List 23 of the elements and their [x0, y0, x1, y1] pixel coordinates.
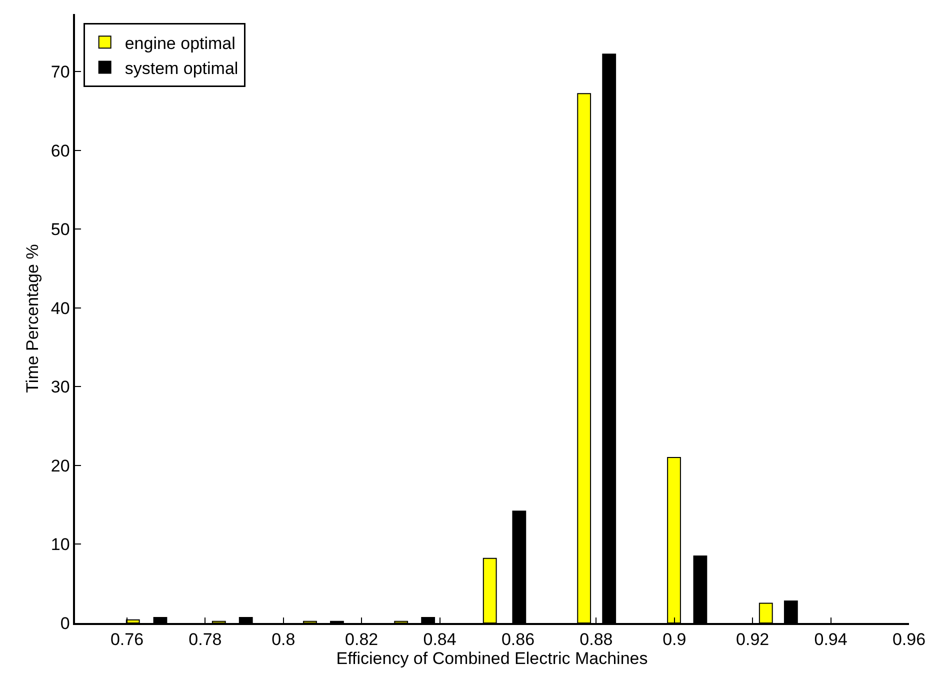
y-axis-title: Time Percentage %	[22, 244, 42, 393]
y-tick-label: 40	[50, 298, 70, 318]
y-tick-label: 60	[50, 141, 70, 160]
x-tick-label: 0.84	[423, 630, 456, 650]
x-axis-title: Efficiency of Combined Electric Machines	[336, 649, 648, 668]
x-tick-label: 0.9	[662, 630, 686, 650]
y-tick-label: 10	[50, 535, 70, 554]
y-tick-label: 70	[50, 62, 70, 82]
legend-label: system optimal	[124, 58, 238, 78]
y-tick-label: 50	[50, 220, 70, 240]
x-tick-label: 0.94	[814, 630, 848, 650]
x-tick-label: 0.96	[892, 630, 926, 650]
x-tick-label: 0.88	[580, 630, 613, 650]
y-tick-label: 0	[60, 614, 70, 633]
legend-label: engine optimal	[124, 34, 236, 53]
x-tick-label: 0.78	[188, 630, 222, 650]
y-tick-label: 20	[50, 456, 70, 476]
x-tick-label: 0.92	[736, 630, 770, 650]
x-tick-label: 0.76	[110, 630, 144, 650]
y-tick-label: 30	[50, 378, 70, 397]
x-tick-label: 0.86	[501, 630, 535, 650]
x-tick-label: 0.8	[272, 630, 296, 650]
x-tick-label: 0.82	[345, 630, 378, 650]
